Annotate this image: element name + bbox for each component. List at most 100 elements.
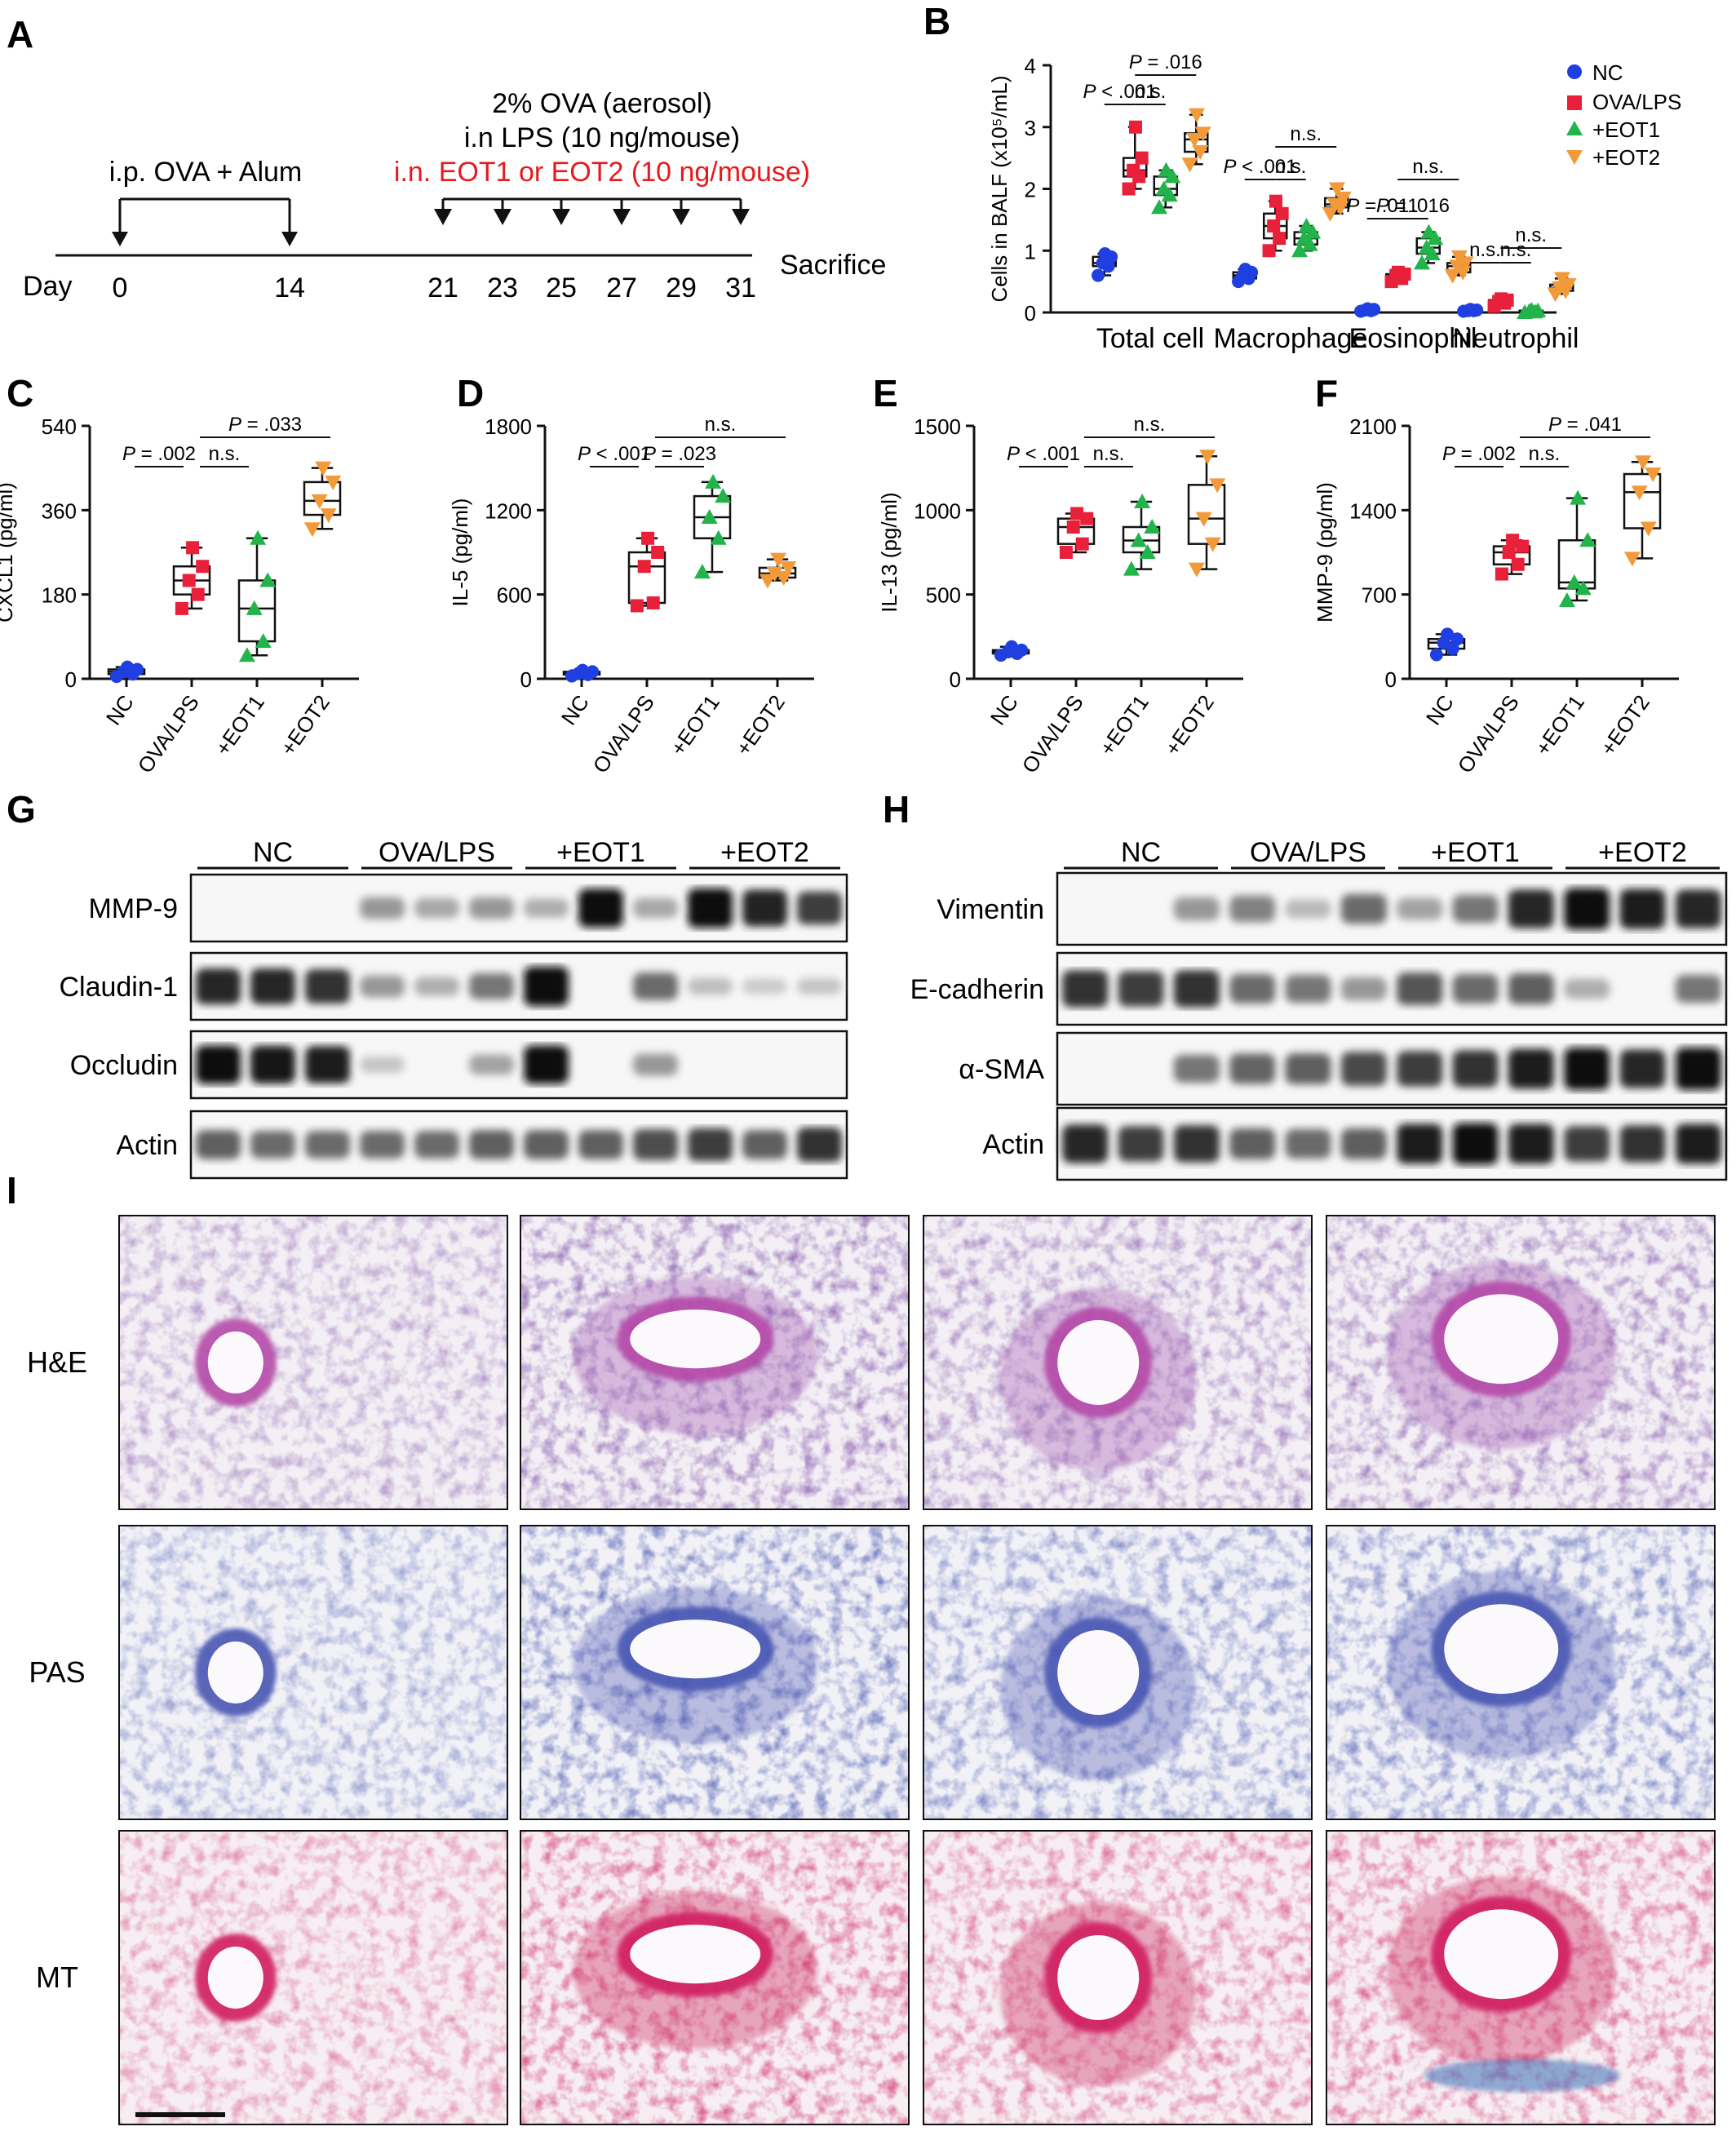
- blot-band: [1062, 1124, 1109, 1163]
- data-point: [311, 494, 328, 509]
- x-tick-label: +EOT2: [276, 690, 334, 760]
- blot-band: [305, 1046, 350, 1083]
- blot-band: [688, 888, 733, 928]
- data-point: [1122, 182, 1136, 196]
- blot-band: [469, 973, 514, 999]
- blot-band: [1675, 889, 1721, 928]
- blot-band: [1397, 897, 1443, 920]
- data-point: [1195, 512, 1212, 527]
- blot-band: [688, 977, 733, 995]
- data-point: [1005, 640, 1019, 653]
- histology-image: [520, 1525, 910, 1820]
- histology-image: [118, 1525, 508, 1820]
- blot-band: [1229, 1053, 1276, 1084]
- y-tick-label: 700: [1362, 583, 1397, 608]
- p-value-label: P = .041: [1548, 414, 1622, 436]
- data-point: [1155, 180, 1172, 196]
- data-point: [1558, 592, 1575, 608]
- blot-band: [742, 889, 787, 927]
- blot-band: [1340, 1128, 1387, 1160]
- data-point: [191, 587, 205, 601]
- data-point: [1295, 230, 1313, 246]
- blot-band: [1118, 971, 1164, 1007]
- data-point: [1326, 197, 1344, 213]
- p-value-label: n.s.: [1134, 414, 1166, 436]
- data-point: [1494, 292, 1508, 306]
- data-point: [693, 564, 711, 579]
- blot-strip: [1056, 951, 1728, 1026]
- data-point: [186, 541, 200, 555]
- data-point: [1335, 191, 1352, 206]
- blot-strip: [189, 873, 848, 943]
- blot-band: [797, 978, 842, 995]
- ip-ova-label: i.p. OVA + Alum: [109, 157, 303, 188]
- data-point: [1204, 537, 1221, 552]
- data-point: [1015, 643, 1029, 657]
- blot-strip: [189, 951, 848, 1021]
- blot-band: [524, 1045, 569, 1084]
- y-tick-label: 0: [1385, 667, 1397, 692]
- data-point: [1192, 145, 1209, 161]
- p-value-label: P < .001: [1083, 81, 1156, 103]
- blot-band: [1173, 970, 1220, 1008]
- x-category-label: Neutrophil: [1453, 323, 1579, 354]
- data-point: [1449, 259, 1466, 275]
- lps-label: i.n LPS (10 ng/mouse): [464, 122, 740, 153]
- data-point: [1151, 199, 1168, 215]
- x-tick-label: NC: [101, 690, 139, 729]
- data-point: [182, 574, 196, 587]
- panel-d-letter: D: [457, 372, 484, 414]
- data-point: [1267, 219, 1281, 233]
- data-point: [1262, 244, 1276, 258]
- data-point: [1269, 194, 1282, 208]
- data-point: [1181, 157, 1198, 173]
- data-point: [1127, 163, 1140, 177]
- sacrifice-label: Sacrifice: [780, 250, 886, 281]
- blot-band: [1173, 1125, 1220, 1163]
- y-tick-label: 180: [42, 583, 77, 608]
- data-point: [1135, 151, 1149, 165]
- data-point: [1450, 632, 1464, 646]
- data-point: [1579, 532, 1596, 547]
- day-tick-label: 0: [113, 272, 128, 303]
- arrow-icon: [434, 209, 452, 225]
- blot-row-label: Actin: [116, 1130, 178, 1161]
- data-point: [325, 475, 342, 490]
- blot-band: [688, 1128, 733, 1162]
- data-point: [1631, 485, 1648, 501]
- data-point: [259, 572, 277, 587]
- panel-b-letter: B: [923, 0, 950, 42]
- data-point: [238, 647, 255, 662]
- data-point: [320, 508, 337, 524]
- data-point: [1450, 250, 1468, 265]
- y-tick-label: 1000: [914, 498, 961, 523]
- p-value-label: n.s.: [705, 414, 737, 436]
- data-point: [641, 531, 655, 545]
- legend-ova: OVA/LPS: [1592, 90, 1681, 114]
- data-point: [1092, 268, 1105, 282]
- histology-image: [1326, 1525, 1716, 1820]
- p-value-label: P < .001: [578, 443, 651, 465]
- p-value-label: n.s.: [1469, 239, 1501, 261]
- panel-b-chart: B 0 1 2 3 4 Cells in BALF (x10⁵/mL) Total cell…: [923, 0, 1681, 354]
- arrow-icon: [494, 209, 512, 225]
- data-point: [651, 546, 665, 559]
- y-tick-label: 540: [42, 414, 77, 439]
- blot-band: [414, 1131, 459, 1159]
- data-point: [766, 566, 783, 582]
- blot-group-label: NC: [1121, 837, 1161, 868]
- panel-e-letter: E: [873, 372, 898, 414]
- y-axis-label: IL-13 (pg/ml): [877, 492, 901, 612]
- y-tick-label: 1: [1025, 239, 1036, 264]
- data-point: [576, 663, 590, 677]
- data-point: [1298, 217, 1315, 233]
- blot-band: [633, 897, 678, 919]
- y-axis-label: CXCL1 (pg/ml): [0, 482, 17, 622]
- day-tick-label: 23: [487, 272, 518, 303]
- data-point: [315, 461, 332, 476]
- data-point: [246, 600, 263, 615]
- data-point: [1134, 494, 1151, 508]
